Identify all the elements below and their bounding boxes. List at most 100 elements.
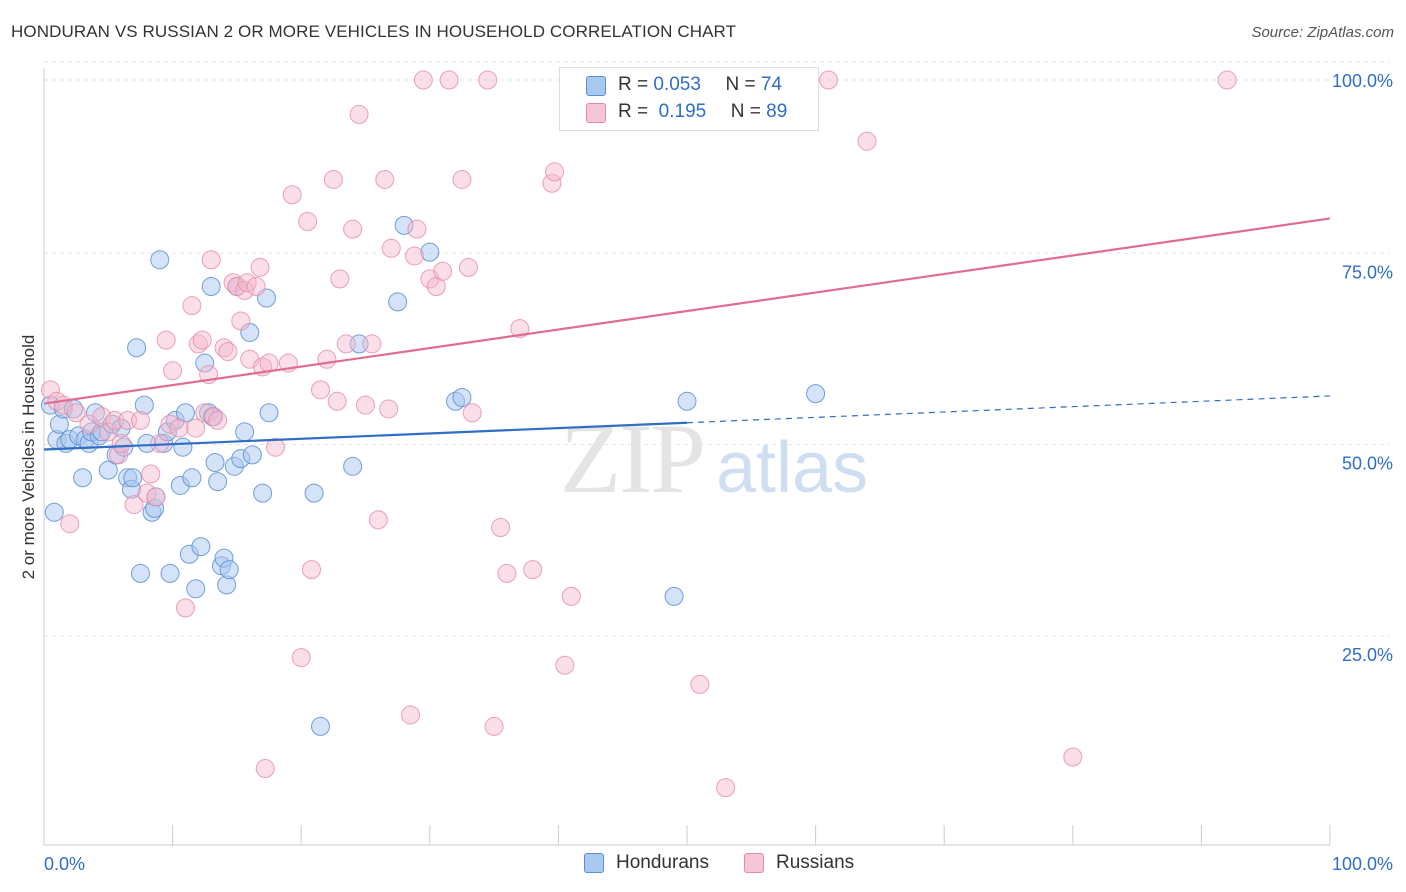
- russians-point: [317, 349, 337, 369]
- russians-point: [349, 104, 369, 124]
- y-tick-label: 75.0%: [1342, 262, 1393, 282]
- legend-r-value: 0.053: [653, 74, 701, 95]
- x-tick-label-max: 100.0%: [1332, 854, 1393, 874]
- russians-point: [818, 70, 838, 90]
- russians-point: [301, 560, 321, 580]
- hondurans-point: [235, 422, 255, 442]
- hondurans-point: [134, 395, 154, 415]
- series-russians: [40, 70, 1237, 798]
- russians-point: [368, 510, 388, 530]
- russians-point: [60, 514, 80, 534]
- russians-point: [208, 410, 228, 430]
- russians-point: [40, 380, 60, 400]
- russians-point: [407, 219, 427, 239]
- hondurans-point: [208, 472, 228, 492]
- russians-point: [323, 169, 343, 189]
- russians-point: [246, 277, 266, 297]
- watermark: ZIP atlas: [560, 403, 868, 514]
- russians-point: [223, 273, 243, 293]
- hondurans-point: [343, 456, 363, 476]
- russians-point: [1217, 70, 1237, 90]
- bottom-legend-swatch-hondurans: [584, 853, 604, 873]
- hondurans-point: [388, 292, 408, 312]
- russians-point: [163, 361, 183, 381]
- hondurans-point: [173, 437, 193, 457]
- hondurans-point: [205, 453, 225, 472]
- russians-point: [66, 403, 86, 423]
- russians-point: [1063, 747, 1083, 767]
- russians-point: [523, 560, 543, 580]
- axes: [43, 68, 1331, 846]
- y-tick-label: 25.0%: [1342, 645, 1393, 665]
- russians-point: [857, 131, 877, 151]
- hondurans-point: [123, 468, 143, 488]
- watermark-atlas: atlas: [716, 428, 868, 508]
- russians-point: [413, 70, 433, 90]
- hondurans-point: [452, 387, 472, 407]
- hondurans-point: [127, 338, 147, 358]
- russians-point: [545, 162, 565, 182]
- russians-point: [111, 433, 131, 453]
- russians-point: [265, 437, 285, 457]
- russians-point: [356, 395, 375, 415]
- russians-point: [231, 311, 251, 331]
- y-tick-label: 100.0%: [1332, 71, 1393, 91]
- russians-point: [401, 705, 421, 725]
- russians-point: [561, 586, 581, 606]
- chart-title: HONDURAN VS RUSSIAN 2 OR MORE VEHICLES I…: [11, 22, 737, 41]
- russians-point: [98, 422, 118, 442]
- legend-n-label: N =: [730, 101, 767, 122]
- hondurans-point: [242, 445, 262, 465]
- y-axis-label: 2 or more Vehicles in Household: [19, 335, 38, 580]
- bottom-legend-label-russians: Russians: [776, 852, 855, 873]
- russians-point: [156, 330, 176, 350]
- russians-point: [330, 269, 350, 289]
- russians-point: [175, 598, 195, 618]
- russians-point: [375, 169, 395, 189]
- legend-r-label: R =: [618, 74, 654, 95]
- russians-point: [310, 380, 330, 400]
- russians-point: [298, 212, 318, 232]
- russians-point: [188, 334, 208, 354]
- trend-lines: [43, 217, 1331, 451]
- russians-point: [291, 648, 311, 668]
- russians-point: [716, 778, 736, 798]
- russians-point: [497, 563, 517, 583]
- russians-point: [141, 464, 161, 484]
- hondurans-trend-extension: [686, 395, 1331, 424]
- hondurans-point: [677, 391, 697, 411]
- watermark-zip: ZIP: [560, 403, 704, 514]
- russians-point: [124, 495, 144, 515]
- russians-point: [555, 655, 575, 675]
- russians-point: [381, 238, 401, 258]
- russians-point: [478, 70, 498, 90]
- hondurans-point: [182, 468, 202, 488]
- hondurans-trend-line: [43, 421, 688, 451]
- hondurans-point: [186, 579, 206, 599]
- russians-point: [510, 319, 530, 339]
- russians-point: [458, 257, 478, 277]
- russians-point: [282, 185, 302, 205]
- russians-point: [192, 330, 212, 350]
- hondurans-point: [394, 215, 414, 235]
- hondurans-point: [98, 460, 118, 480]
- russians-point: [169, 418, 189, 438]
- russians-point: [439, 70, 459, 90]
- russians-point: [327, 391, 347, 411]
- russians-point: [462, 403, 482, 423]
- source-label: Source: ZipAtlas.com: [1251, 24, 1394, 41]
- legend-swatch-russians: [586, 103, 606, 123]
- tick-labels: 25.0% 50.0% 75.0% 100.0% 0.0% 100.0%: [44, 71, 1393, 874]
- grid-lines: [44, 61, 1390, 637]
- russians-point: [433, 261, 453, 281]
- russians-point: [186, 418, 206, 438]
- hondurans-point: [201, 277, 221, 297]
- hondurans-point: [806, 384, 826, 404]
- hondurans-point: [44, 502, 64, 522]
- russians-point: [491, 518, 511, 538]
- hondurans-point: [664, 586, 684, 606]
- hondurans-point: [304, 483, 324, 503]
- y-tick-label: 50.0%: [1342, 454, 1393, 474]
- hondurans-point: [195, 353, 215, 373]
